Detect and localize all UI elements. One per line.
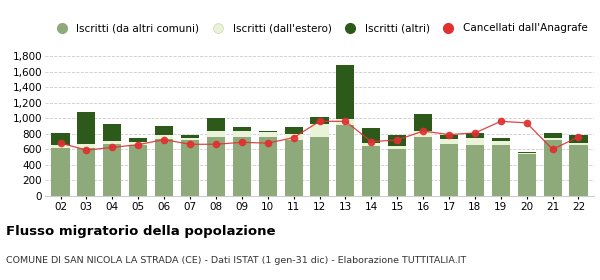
Bar [310, 137, 329, 196]
Bar [52, 145, 70, 148]
Bar [52, 133, 70, 145]
Bar [52, 148, 70, 196]
Bar [544, 138, 562, 140]
Bar [492, 141, 510, 145]
Text: Flusso migratorio della popolazione: Flusso migratorio della popolazione [6, 225, 275, 238]
Bar [77, 144, 95, 148]
Bar [518, 154, 536, 196]
Text: COMUNE DI SAN NICOLA LA STRADA (CE) - Dati ISTAT (1 gen-31 dic) - Elaborazione T: COMUNE DI SAN NICOLA LA STRADA (CE) - Da… [6, 256, 466, 265]
Bar [414, 137, 432, 196]
Bar [103, 141, 121, 144]
Bar [337, 65, 355, 119]
Bar [233, 137, 251, 196]
Bar [337, 119, 355, 125]
Bar [155, 139, 173, 196]
Bar [77, 112, 95, 144]
Bar [544, 140, 562, 196]
Bar [181, 135, 199, 138]
Bar [388, 146, 406, 149]
Bar [155, 126, 173, 135]
Bar [129, 145, 147, 196]
Bar [103, 124, 121, 141]
Bar [362, 146, 380, 196]
Bar [569, 145, 587, 196]
Bar [310, 124, 329, 137]
Bar [181, 138, 199, 140]
Bar [466, 145, 484, 196]
Bar [181, 140, 199, 196]
Bar [207, 118, 225, 131]
Bar [284, 134, 302, 140]
Bar [440, 139, 458, 144]
Bar [129, 138, 147, 142]
Bar [259, 132, 277, 137]
Bar [233, 127, 251, 131]
Bar [466, 133, 484, 138]
Legend: Iscritti (da altri comuni), Iscritti (dall'estero), Iscritti (altri), Cancellati: Iscritti (da altri comuni), Iscritti (da… [47, 19, 592, 38]
Bar [103, 144, 121, 196]
Bar [233, 131, 251, 137]
Bar [284, 127, 302, 134]
Bar [569, 143, 587, 145]
Bar [207, 131, 225, 137]
Bar [440, 144, 458, 196]
Bar [284, 140, 302, 196]
Bar [388, 135, 406, 146]
Bar [492, 138, 510, 141]
Bar [569, 135, 587, 143]
Bar [414, 114, 432, 131]
Bar [466, 138, 484, 145]
Bar [362, 143, 380, 146]
Bar [518, 152, 536, 153]
Bar [362, 128, 380, 143]
Bar [337, 125, 355, 196]
Bar [388, 149, 406, 196]
Bar [518, 153, 536, 154]
Bar [310, 117, 329, 124]
Bar [259, 137, 277, 196]
Bar [544, 133, 562, 138]
Bar [129, 142, 147, 145]
Bar [207, 137, 225, 196]
Bar [440, 135, 458, 139]
Bar [414, 131, 432, 137]
Bar [155, 135, 173, 139]
Bar [77, 148, 95, 196]
Bar [492, 145, 510, 196]
Bar [259, 131, 277, 132]
